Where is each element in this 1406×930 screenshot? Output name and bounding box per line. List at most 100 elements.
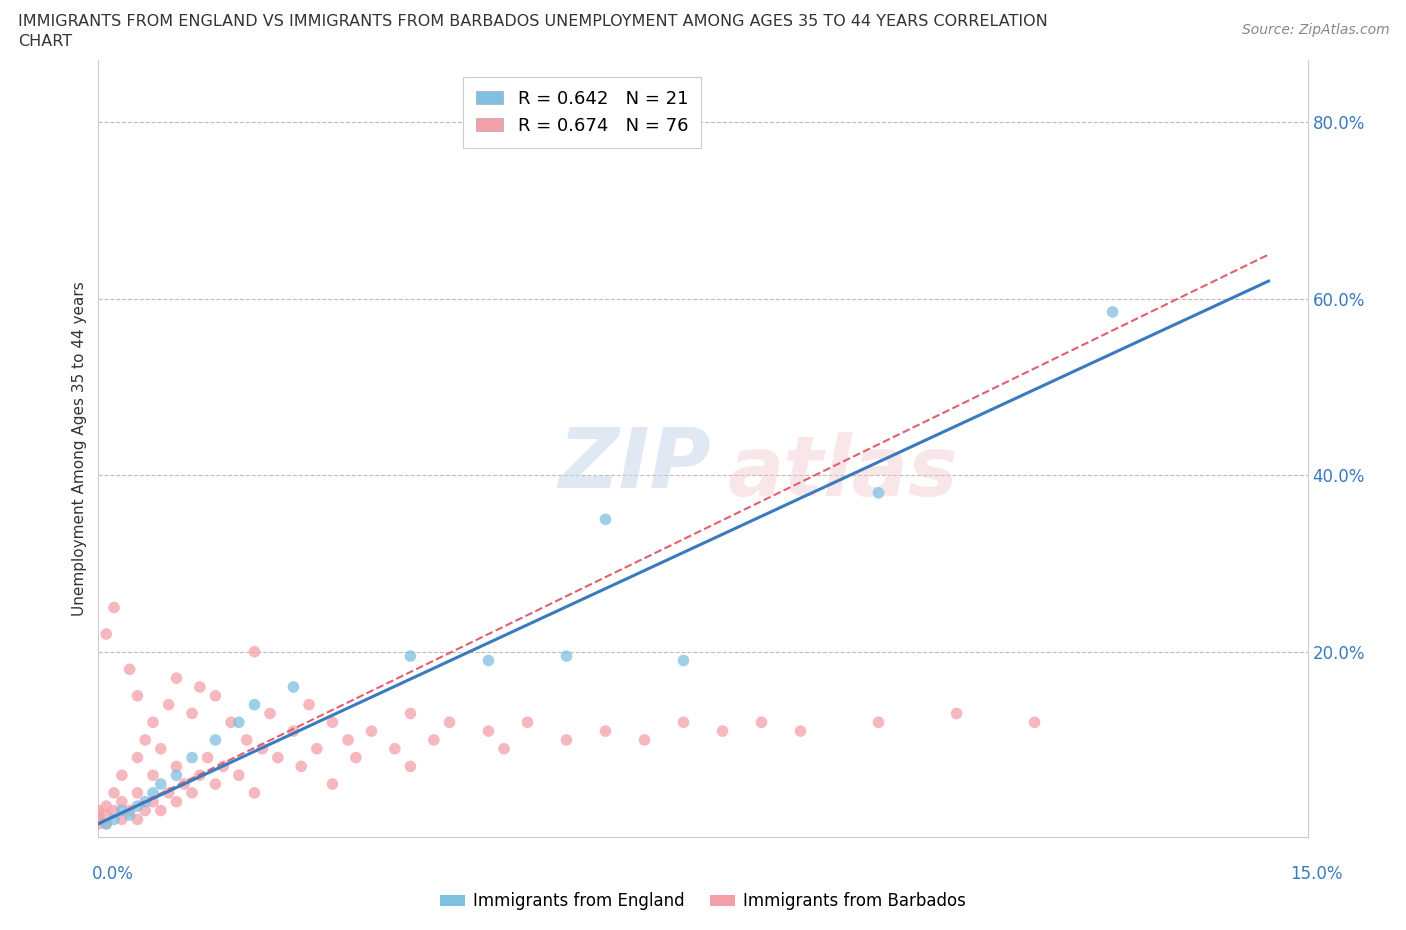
Point — [87, 817, 110, 831]
Point — [157, 698, 180, 712]
Point — [181, 706, 204, 721]
Point — [118, 807, 141, 822]
Point — [127, 812, 149, 827]
Point — [134, 804, 156, 818]
Point — [243, 698, 266, 712]
Point — [228, 768, 250, 783]
Point — [344, 751, 367, 765]
Point — [494, 741, 516, 756]
Text: 0.0%: 0.0% — [91, 865, 134, 883]
Point — [672, 715, 695, 730]
Point — [103, 812, 125, 827]
Point — [290, 759, 312, 774]
Point — [87, 812, 110, 827]
Point — [134, 733, 156, 748]
Point — [149, 741, 172, 756]
Legend: R = 0.642   N = 21, R = 0.674   N = 76: R = 0.642 N = 21, R = 0.674 N = 76 — [464, 77, 700, 148]
Point — [165, 759, 187, 774]
Point — [118, 662, 141, 677]
Point — [423, 733, 446, 748]
Point — [157, 786, 180, 801]
Point — [1024, 715, 1046, 730]
Point — [149, 804, 172, 818]
Point — [87, 807, 110, 822]
Point — [283, 680, 305, 695]
Point — [96, 799, 118, 814]
Point — [197, 751, 219, 765]
Text: Source: ZipAtlas.com: Source: ZipAtlas.com — [1241, 23, 1389, 37]
Legend: Immigrants from England, Immigrants from Barbados: Immigrants from England, Immigrants from… — [433, 885, 973, 917]
Point — [711, 724, 734, 738]
Point — [165, 768, 187, 783]
Text: ZIP: ZIP — [558, 424, 710, 505]
Point — [243, 786, 266, 801]
Point — [298, 698, 321, 712]
Point — [219, 715, 242, 730]
Point — [111, 794, 134, 809]
Point — [111, 812, 134, 827]
Point — [321, 777, 343, 791]
Point — [1101, 304, 1123, 319]
Point — [96, 807, 118, 822]
Point — [87, 804, 110, 818]
Point — [305, 741, 328, 756]
Point — [259, 706, 281, 721]
Point — [149, 777, 172, 791]
Point — [103, 600, 125, 615]
Text: CHART: CHART — [18, 34, 72, 49]
Point — [111, 768, 134, 783]
Point — [188, 680, 211, 695]
Point — [188, 768, 211, 783]
Point — [96, 817, 118, 831]
Point — [595, 512, 617, 526]
Point — [142, 768, 165, 783]
Point — [360, 724, 382, 738]
Point — [516, 715, 538, 730]
Point — [142, 786, 165, 801]
Point — [127, 786, 149, 801]
Point — [127, 688, 149, 703]
Point — [477, 724, 499, 738]
Point — [142, 715, 165, 730]
Point — [945, 706, 967, 721]
Point — [103, 804, 125, 818]
Text: IMMIGRANTS FROM ENGLAND VS IMMIGRANTS FROM BARBADOS UNEMPLOYMENT AMONG AGES 35 T: IMMIGRANTS FROM ENGLAND VS IMMIGRANTS FR… — [18, 14, 1047, 29]
Point — [127, 751, 149, 765]
Point — [134, 794, 156, 809]
Point — [96, 817, 118, 831]
Point — [142, 794, 165, 809]
Point — [399, 648, 422, 663]
Point — [868, 715, 890, 730]
Point — [633, 733, 655, 748]
Point — [252, 741, 274, 756]
Point — [439, 715, 461, 730]
Point — [181, 751, 204, 765]
Point — [283, 724, 305, 738]
Point — [228, 715, 250, 730]
Point — [751, 715, 773, 730]
Point — [235, 733, 257, 748]
Point — [165, 794, 187, 809]
Point — [399, 706, 422, 721]
Point — [789, 724, 811, 738]
Text: 15.0%: 15.0% — [1291, 865, 1343, 883]
Point — [868, 485, 890, 500]
Point — [337, 733, 360, 748]
Point — [672, 653, 695, 668]
Point — [165, 671, 187, 685]
Point — [127, 799, 149, 814]
Point — [111, 804, 134, 818]
Point — [204, 777, 226, 791]
Point — [555, 733, 578, 748]
Point — [555, 648, 578, 663]
Point — [477, 653, 499, 668]
Text: atlas: atlas — [727, 432, 957, 512]
Point — [103, 786, 125, 801]
Y-axis label: Unemployment Among Ages 35 to 44 years: Unemployment Among Ages 35 to 44 years — [72, 282, 87, 616]
Point — [384, 741, 406, 756]
Point — [181, 786, 204, 801]
Point — [399, 759, 422, 774]
Point — [321, 715, 343, 730]
Point — [212, 759, 235, 774]
Point — [204, 733, 226, 748]
